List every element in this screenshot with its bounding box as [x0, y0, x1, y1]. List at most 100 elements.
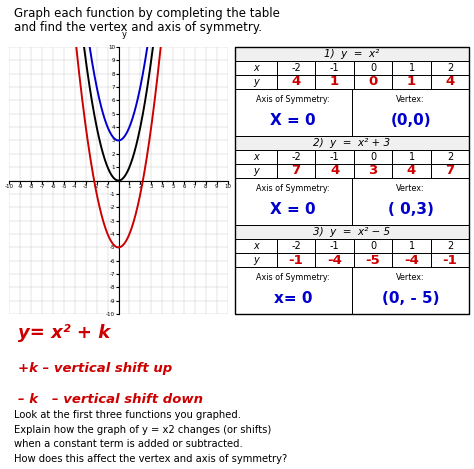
Bar [235, 75, 277, 89]
Bar [235, 225, 469, 239]
Bar [235, 253, 277, 267]
Text: -2: -2 [291, 152, 301, 162]
Text: x: x [253, 63, 259, 73]
Bar [352, 89, 469, 136]
Bar [315, 164, 354, 178]
Text: 4: 4 [446, 76, 455, 88]
Text: -5: -5 [365, 254, 381, 266]
Bar [235, 178, 352, 225]
Bar [277, 239, 315, 253]
Text: 2: 2 [447, 241, 453, 251]
Text: 0: 0 [368, 76, 378, 88]
Text: 1: 1 [409, 63, 415, 73]
Bar [235, 150, 277, 164]
Text: 4: 4 [292, 76, 301, 88]
Bar [235, 61, 277, 75]
Text: ( 0,3): ( 0,3) [388, 202, 434, 217]
Text: -1: -1 [330, 63, 339, 73]
Text: -1: -1 [330, 241, 339, 251]
Text: -1: -1 [443, 254, 457, 266]
Text: y= x² + k: y= x² + k [18, 324, 110, 341]
Text: -1: -1 [330, 152, 339, 162]
Text: 2)  y  =  x² + 3: 2) y = x² + 3 [313, 138, 391, 148]
Text: 7: 7 [446, 165, 455, 177]
Bar [315, 253, 354, 267]
Text: X = 0: X = 0 [271, 202, 316, 217]
Text: 0: 0 [370, 63, 376, 73]
Bar [235, 239, 277, 253]
Bar [277, 75, 315, 89]
Bar [352, 178, 469, 225]
Bar [354, 164, 392, 178]
Text: Vertex:: Vertex: [396, 184, 425, 193]
Text: Graph each function by completing the table: Graph each function by completing the ta… [14, 7, 280, 20]
Bar [352, 267, 469, 314]
Text: 0: 0 [370, 152, 376, 162]
Text: 1)  y  =  x²: 1) y = x² [324, 49, 380, 59]
Bar [392, 239, 431, 253]
Text: -1: -1 [289, 254, 303, 266]
Text: 7: 7 [292, 165, 301, 177]
Bar [315, 75, 354, 89]
Bar [392, 75, 431, 89]
Text: Look at the first three functions you graphed.
Explain how the graph of y = x2 c: Look at the first three functions you gr… [14, 410, 287, 463]
Bar [354, 253, 392, 267]
Text: 3: 3 [368, 165, 378, 177]
Bar [431, 75, 469, 89]
Text: 3)  y  =  x² − 5: 3) y = x² − 5 [313, 227, 391, 237]
Text: -4: -4 [404, 254, 419, 266]
Text: X = 0: X = 0 [271, 113, 316, 128]
Text: -2: -2 [291, 63, 301, 73]
Text: Axis of Symmetry:: Axis of Symmetry: [256, 184, 330, 193]
Text: 2: 2 [447, 63, 453, 73]
Text: x= 0: x= 0 [274, 291, 312, 306]
Text: – k   – vertical shift down: – k – vertical shift down [18, 393, 203, 406]
Text: (0,0): (0,0) [390, 113, 431, 128]
Text: 4: 4 [330, 165, 339, 177]
Text: x: x [236, 180, 241, 189]
Bar [315, 150, 354, 164]
Text: 1: 1 [409, 152, 415, 162]
Bar [277, 150, 315, 164]
Text: y: y [253, 255, 259, 265]
Text: 1: 1 [407, 76, 416, 88]
Bar [392, 61, 431, 75]
Bar [392, 164, 431, 178]
Bar [392, 253, 431, 267]
Text: y: y [253, 166, 259, 176]
Bar [354, 239, 392, 253]
Text: y: y [122, 30, 127, 39]
Text: x: x [253, 152, 259, 162]
Text: Axis of Symmetry:: Axis of Symmetry: [256, 273, 330, 282]
Bar [354, 75, 392, 89]
Bar [354, 150, 392, 164]
Text: y: y [253, 77, 259, 87]
Text: (0, - 5): (0, - 5) [382, 291, 439, 306]
Bar [392, 150, 431, 164]
Bar [431, 150, 469, 164]
Text: 0: 0 [370, 241, 376, 251]
Bar [235, 136, 469, 150]
Text: 2: 2 [447, 152, 453, 162]
Bar [354, 61, 392, 75]
Bar [315, 239, 354, 253]
Text: and find the vertex and axis of symmetry.: and find the vertex and axis of symmetry… [14, 21, 262, 34]
Text: 4: 4 [407, 165, 416, 177]
Bar [277, 253, 315, 267]
Bar [315, 61, 354, 75]
Bar [235, 267, 352, 314]
Text: Vertex:: Vertex: [396, 273, 425, 282]
Text: x: x [253, 241, 259, 251]
Text: 1: 1 [409, 241, 415, 251]
Bar [431, 253, 469, 267]
Bar [277, 164, 315, 178]
Bar [235, 89, 352, 136]
Bar [431, 164, 469, 178]
Text: 1: 1 [330, 76, 339, 88]
Bar [235, 164, 277, 178]
Text: Vertex:: Vertex: [396, 95, 425, 104]
Text: -4: -4 [327, 254, 342, 266]
Bar [431, 239, 469, 253]
Bar [277, 61, 315, 75]
Text: Axis of Symmetry:: Axis of Symmetry: [256, 95, 330, 104]
